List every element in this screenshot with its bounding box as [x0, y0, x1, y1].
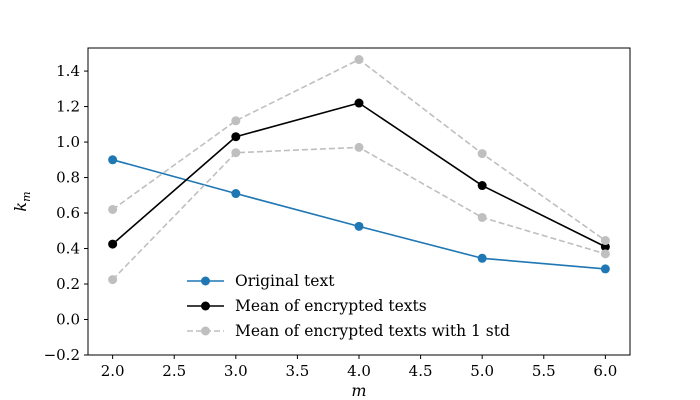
data-point: [477, 181, 487, 191]
data-point: [108, 275, 118, 285]
y-tick-label: 0.4: [56, 240, 80, 258]
legend-marker: [201, 326, 210, 336]
y-axis-label-main: k: [11, 202, 30, 212]
legend-label: Original text: [235, 272, 335, 290]
y-tick-label: 0.0: [56, 311, 80, 329]
data-point: [354, 221, 364, 231]
y-tick-label: 0.6: [56, 204, 80, 222]
y-axis-label-subscript: m: [20, 191, 33, 201]
data-point: [231, 189, 241, 199]
data-point: [477, 253, 487, 263]
data-point: [108, 155, 118, 165]
x-tick-label: 3.5: [285, 362, 309, 380]
y-tick-label: 1.2: [56, 98, 80, 116]
data-point: [231, 132, 241, 142]
y-axis: −0.2 0.0 0.2 0.4 0.6 0.8 1.0 1.2 1.4: [44, 62, 88, 364]
data-point: [600, 236, 610, 246]
data-point: [600, 264, 610, 274]
data-point: [231, 116, 241, 126]
series-line: [112, 159, 606, 270]
legend-label: Mean of encrypted texts with 1 std: [235, 322, 510, 340]
data-point: [108, 239, 118, 249]
data-point: [354, 142, 364, 152]
legend: Original text Mean of encrypted texts Mean…: [187, 272, 510, 340]
plot-marks: [108, 55, 610, 285]
y-tick-label: 1.4: [56, 62, 80, 80]
y-tick-label: 0.8: [56, 169, 80, 187]
data-point: [354, 98, 364, 108]
y-tick-label: −0.2: [44, 346, 80, 364]
x-axis: 2.0 2.5 3.0 3.5 4.0 4.5 5.0 5.5 6.0: [101, 355, 617, 380]
x-tick-label: 2.5: [162, 362, 186, 380]
y-axis-label: km: [11, 191, 33, 211]
data-point: [600, 249, 610, 259]
legend-marker: [201, 301, 210, 311]
data-point: [600, 242, 610, 252]
data-point: [477, 212, 487, 222]
data-point: [108, 204, 118, 214]
x-tick-label: 3.0: [224, 362, 248, 380]
y-tick-label: 0.2: [56, 275, 80, 293]
data-point: [477, 149, 487, 159]
x-tick-label: 5.5: [532, 362, 556, 380]
data-point: [231, 148, 241, 158]
x-tick-label: 2.0: [101, 362, 125, 380]
x-tick-label: 5.0: [470, 362, 494, 380]
legend-label: Mean of encrypted texts: [235, 297, 427, 315]
x-axis-label: m: [351, 381, 366, 400]
data-point: [354, 55, 364, 65]
x-tick-label: 6.0: [593, 362, 617, 380]
legend-marker: [201, 276, 210, 286]
x-tick-label: 4.0: [347, 362, 371, 380]
series-line: [112, 146, 606, 281]
y-tick-label: 1.0: [56, 133, 80, 151]
x-tick-label: 4.5: [409, 362, 433, 380]
